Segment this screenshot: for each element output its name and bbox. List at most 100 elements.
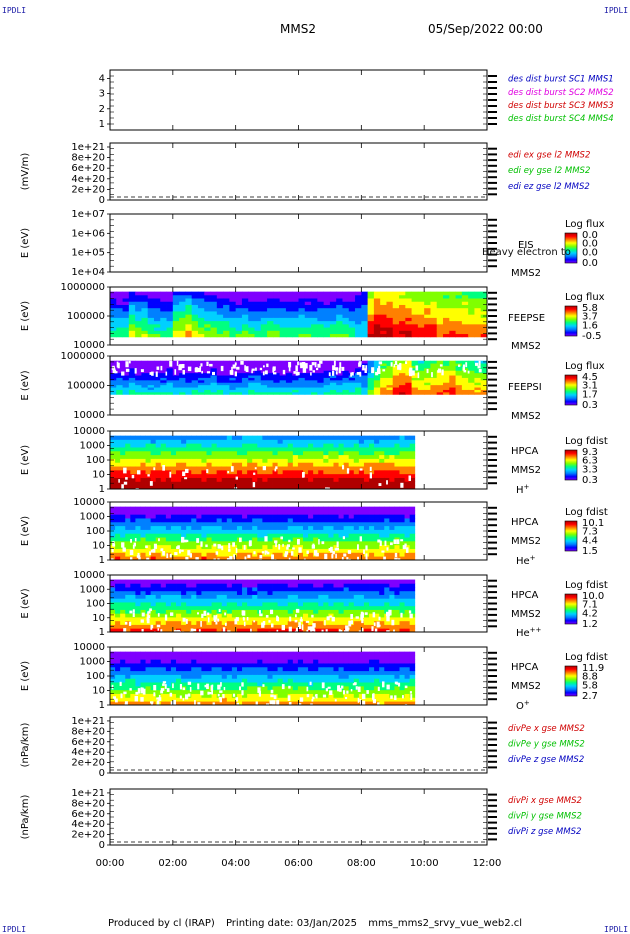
spectrogram-cell <box>369 462 375 467</box>
spectrogram-cell <box>455 298 463 302</box>
spectrogram-cell <box>229 307 237 312</box>
spectrogram-cell <box>120 666 126 672</box>
spectrogram-cell <box>292 379 299 383</box>
spectrogram-cell <box>338 521 345 527</box>
spectrogram-cell <box>374 443 380 448</box>
spectrogram-cell <box>323 450 329 456</box>
spectrogram-cell <box>254 320 262 325</box>
spectrogram-cell <box>140 701 146 706</box>
spectrogram-cell <box>135 655 141 660</box>
spectrogram-cell <box>172 333 180 338</box>
spectrogram-cell <box>455 320 463 325</box>
spectrogram-cell <box>449 372 456 376</box>
spectrogram-cell <box>170 469 177 475</box>
spectrogram-cell <box>150 628 157 633</box>
spectrogram-cell <box>367 330 375 335</box>
spectrogram-cell <box>252 598 258 603</box>
spectrogram-cell <box>409 540 416 546</box>
spectrogram-cell <box>226 579 233 584</box>
spectrogram-cell <box>226 605 233 610</box>
spectrogram-cell <box>165 439 172 444</box>
spectrogram-cell <box>399 439 405 444</box>
spectrogram-cell <box>277 552 284 557</box>
spectrogram-cell <box>197 327 205 331</box>
data-gap <box>335 547 339 551</box>
spectrogram-cell <box>115 666 121 672</box>
spectrogram-cell <box>297 605 304 610</box>
spectrogram-cell <box>150 447 157 452</box>
spectrogram-cell <box>262 529 268 534</box>
spectrogram-cell <box>110 587 116 592</box>
spectrogram-cell <box>417 291 425 296</box>
spectrogram-cell <box>191 291 199 296</box>
spectrogram-cell <box>373 387 381 390</box>
spectrogram-cell <box>287 552 294 557</box>
spectrogram-cell <box>125 579 131 584</box>
spectrogram-cell <box>135 590 141 595</box>
spectrogram-cell <box>297 466 304 471</box>
spectrogram-cell <box>160 477 167 482</box>
spectrogram-cell <box>317 304 325 309</box>
spectrogram-cell <box>367 320 375 325</box>
spectrogram-cell <box>257 587 263 592</box>
spectrogram-cell <box>115 548 121 553</box>
spectrogram-cell <box>292 628 299 633</box>
spectrogram-cell <box>160 454 167 459</box>
panel-frame <box>109 142 488 201</box>
spectrogram-cell <box>449 320 456 325</box>
spectrogram-cell <box>273 323 281 328</box>
spectrogram-cell <box>247 510 253 515</box>
spectrogram-cell <box>409 466 416 471</box>
spectrogram-cell <box>392 391 400 395</box>
data-gap <box>328 548 331 551</box>
spectrogram-cell <box>204 372 211 376</box>
spectrogram-cell <box>308 552 314 557</box>
spectrogram-cell <box>181 435 187 440</box>
spectrogram-cell <box>353 435 360 440</box>
spectrogram-cell <box>226 533 233 538</box>
spectrogram-cell <box>342 360 350 364</box>
spectrogram-cell <box>186 462 192 467</box>
species-label: He++ <box>516 626 542 639</box>
spectrogram-cell <box>206 628 212 633</box>
spectrogram-cell <box>252 450 258 456</box>
spectrogram-cell <box>455 323 463 328</box>
spectrogram-cell <box>361 363 369 366</box>
spectrogram-cell <box>185 294 193 299</box>
spectrogram-cell <box>170 473 177 478</box>
spectrogram-cell <box>116 317 123 322</box>
spectrogram-cell <box>285 382 293 386</box>
spectrogram-cell <box>267 518 273 523</box>
spectrogram-cell <box>170 579 177 584</box>
spectrogram-cell <box>279 382 287 386</box>
data-gap <box>365 558 368 565</box>
spectrogram-cell <box>436 333 444 338</box>
spectrogram-cell <box>231 628 238 633</box>
spectrogram-cell <box>201 435 207 440</box>
spectrogram-cell <box>279 320 287 325</box>
spectrogram-cell <box>363 473 370 478</box>
spectrogram-cell <box>277 537 284 542</box>
spectrogram-cell <box>252 624 258 629</box>
spectrogram-cell <box>336 317 343 322</box>
data-gap <box>288 367 291 372</box>
spectrogram-cell <box>191 294 199 299</box>
spectrogram-cell <box>211 506 218 511</box>
spectrogram-cell <box>145 552 152 557</box>
spectrogram-cell <box>348 628 355 633</box>
spectrogram-cell <box>235 320 243 325</box>
spectrogram-cell <box>165 579 172 584</box>
data-gap <box>377 369 381 374</box>
spectrogram-cell <box>338 518 345 523</box>
spectrogram-cell <box>311 333 318 338</box>
spectrogram-cell <box>343 439 350 444</box>
spectrogram-cell <box>155 469 162 475</box>
spectrogram-cell <box>267 598 273 603</box>
spectrogram-cell <box>110 628 116 633</box>
spectrogram-cell <box>282 598 289 603</box>
spectrogram-cell <box>318 613 324 618</box>
spectrogram-cell <box>176 458 182 463</box>
spectrogram-cell <box>248 298 255 302</box>
spectrogram-cell <box>405 323 412 328</box>
data-gap <box>230 466 234 472</box>
